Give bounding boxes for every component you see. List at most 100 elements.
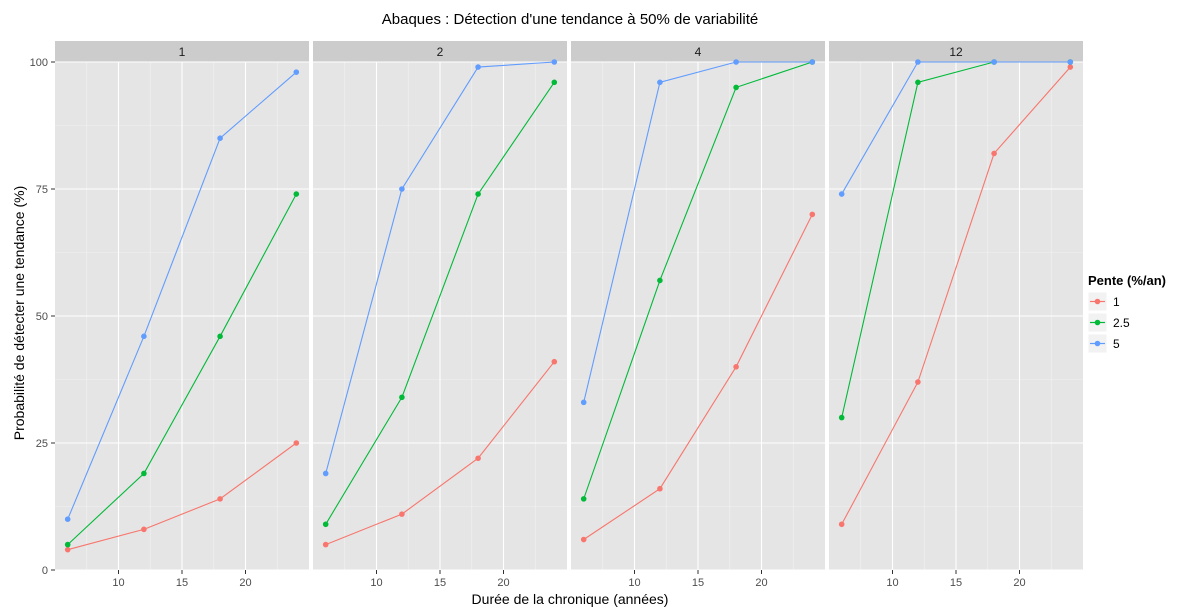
y-tick-label: 25 [36, 438, 48, 450]
panel-1: 1 10 15 20 [55, 41, 309, 589]
data-point-1 [475, 455, 481, 462]
y-tick-label: 0 [42, 565, 48, 577]
data-point-1 [991, 150, 997, 157]
data-point-1 [580, 536, 587, 543]
panel-2: 2 10 15 20 [313, 41, 567, 589]
data-point-1 [399, 511, 405, 517]
data-point-2-5 [838, 414, 845, 421]
data-point-2-5 [217, 333, 223, 340]
data-point-1 [322, 541, 329, 548]
data-point-5 [293, 69, 300, 75]
data-point-5 [322, 470, 329, 477]
data-point-5 [657, 79, 663, 86]
data-point-5 [475, 64, 481, 70]
data-point-1 [733, 364, 739, 370]
data-point-2-5 [141, 470, 147, 477]
series-line-5 [325, 61, 555, 474]
x-tick-label: 15 [692, 577, 704, 589]
data-point-2-5 [915, 79, 921, 86]
y-axis-label: Probabilité de détecter une tendance (%) [11, 186, 27, 441]
y-tick-label: 100 [30, 57, 48, 69]
x-tick-label: 20 [497, 577, 509, 589]
chart-title: Abaques : Détection d'une tendance à 50%… [382, 11, 758, 28]
data-point-2-5 [64, 541, 71, 548]
data-point-5 [733, 59, 739, 65]
x-tick-label: 10 [370, 577, 382, 589]
data-point-5 [399, 186, 405, 192]
facet-strip [313, 41, 567, 62]
data-point-5 [217, 135, 223, 141]
data-point-1 [551, 358, 558, 365]
panel-4: 4 10 15 20 [571, 41, 825, 589]
data-point-2-5 [293, 191, 300, 197]
panels-layer: 0 25 50 75 100 1 10 15 20 2 10 15 20 4 10 15 20 12 10 15 20 [30, 41, 1083, 589]
series-line-1 [67, 442, 297, 551]
data-point-1 [1067, 64, 1074, 70]
legend-label: 5 [1113, 337, 1120, 351]
x-tick-label: 20 [755, 577, 767, 589]
data-point-5 [551, 59, 558, 65]
data-point-5 [838, 191, 845, 197]
x-tick-label: 10 [112, 577, 124, 589]
x-tick-label: 15 [176, 577, 188, 589]
x-tick-label: 10 [886, 577, 898, 589]
data-point-5 [1067, 59, 1074, 65]
legend-label: 1 [1113, 295, 1120, 309]
data-point-5 [141, 333, 147, 340]
data-point-5 [809, 59, 816, 65]
data-point-5 [64, 516, 71, 522]
x-tick-label: 20 [1013, 577, 1025, 589]
data-point-1 [838, 521, 845, 528]
series-line-5 [67, 71, 297, 520]
x-tick-label: 15 [434, 577, 446, 589]
facet-strip-label: 12 [949, 45, 963, 59]
legend: Pente (%/an) 12.55 [1087, 273, 1166, 354]
x-tick-label: 15 [950, 577, 962, 589]
series-line-5 [841, 61, 1071, 195]
series-line-1 [841, 66, 1071, 525]
series-line-2-5 [583, 61, 813, 500]
legend-key-point [1094, 298, 1101, 305]
data-point-1 [657, 485, 663, 492]
data-point-5 [991, 59, 997, 65]
y-tick-label: 50 [36, 311, 48, 323]
data-point-2-5 [580, 496, 587, 502]
data-point-1 [141, 526, 147, 533]
series-line-2-5 [67, 193, 297, 546]
facet-strip [829, 41, 1083, 62]
legend-key-point [1094, 340, 1101, 347]
series-line-1 [325, 361, 555, 546]
x-tick-label: 10 [628, 577, 640, 589]
panel-12: 12 10 15 20 [829, 41, 1083, 589]
series-line-2-5 [325, 82, 555, 525]
data-point-1 [915, 379, 921, 385]
facet-strip [55, 41, 309, 62]
data-point-2-5 [399, 394, 405, 401]
data-point-1 [809, 211, 816, 218]
legend-title: Pente (%/an) [1088, 273, 1166, 288]
x-tick-label: 20 [239, 577, 251, 589]
legend-label: 2.5 [1113, 316, 1130, 330]
facet-strip [571, 41, 825, 62]
data-point-1 [293, 440, 300, 446]
facet-strip-label: 1 [179, 45, 186, 59]
series-line-5 [583, 61, 813, 403]
facet-strip-label: 4 [695, 45, 702, 59]
data-point-5 [580, 399, 587, 406]
data-point-1 [217, 496, 223, 502]
y-tick-label: 75 [36, 184, 48, 196]
data-point-5 [915, 59, 921, 65]
legend-keys: 12.55 [1087, 291, 1130, 354]
legend-key-point [1094, 319, 1101, 326]
facet-strip-label: 2 [437, 45, 444, 59]
data-point-2-5 [322, 521, 329, 528]
data-point-2-5 [551, 79, 558, 86]
series-line-1 [583, 214, 813, 540]
x-axis-label: Durée de la chronique (années) [472, 591, 669, 607]
data-point-1 [64, 546, 71, 553]
data-point-2-5 [475, 191, 481, 197]
data-point-2-5 [733, 84, 739, 91]
data-point-2-5 [657, 277, 663, 284]
